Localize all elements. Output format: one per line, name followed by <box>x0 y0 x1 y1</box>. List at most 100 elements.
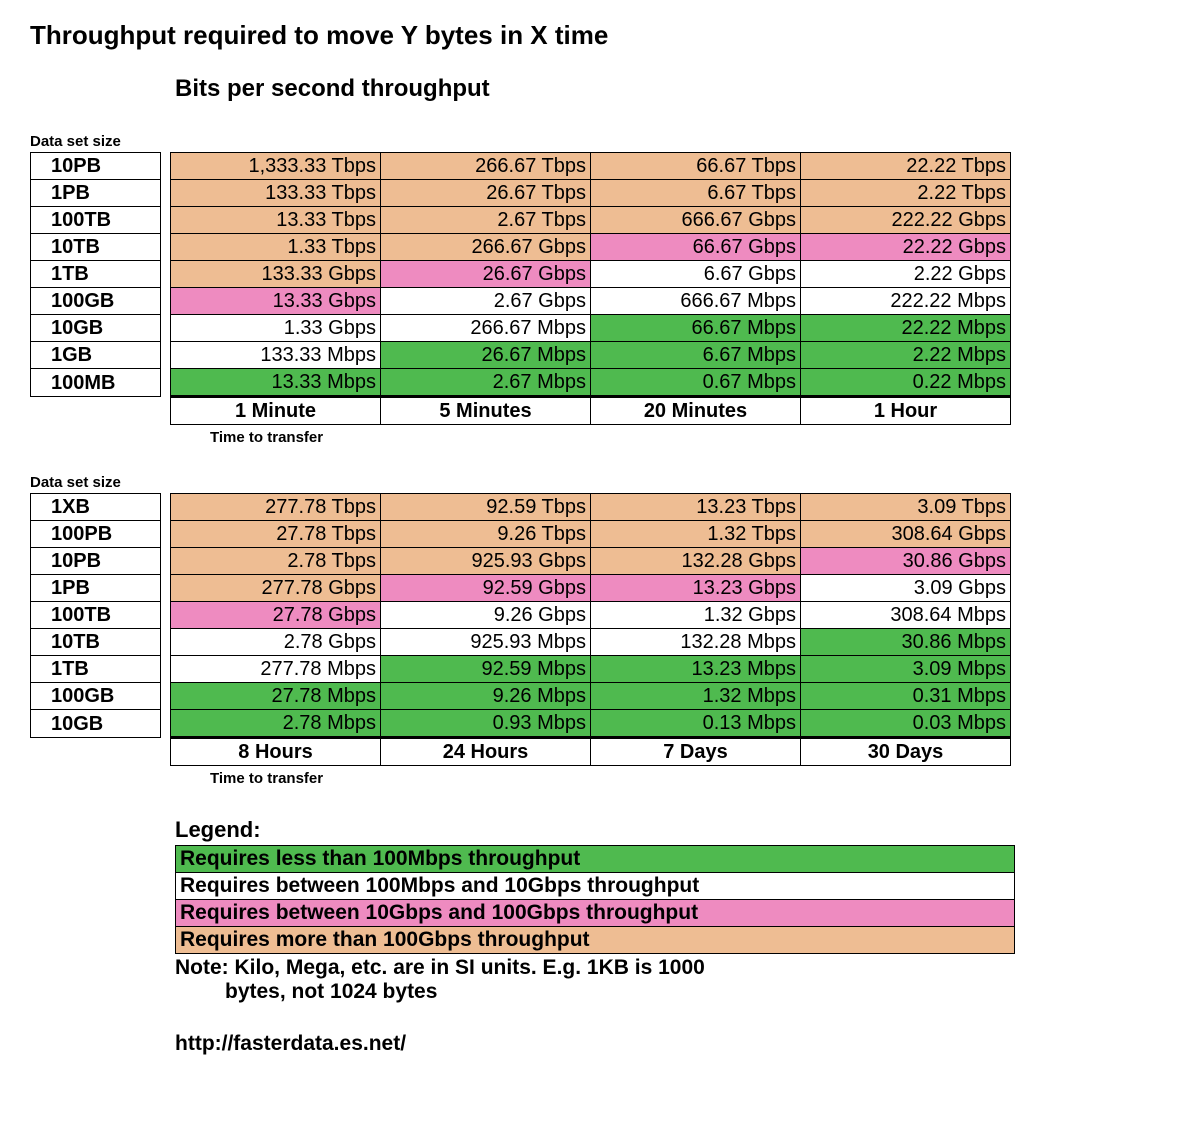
value-cell: 26.67 Gbps <box>381 261 591 288</box>
value-cell: 2.22 Gbps <box>801 261 1011 288</box>
value-cell: 66.67 Tbps <box>591 153 801 180</box>
row-header: 1PB <box>31 575 161 602</box>
row-header: 1TB <box>31 261 161 288</box>
value-cell: 2.67 Mbps <box>381 369 591 397</box>
value-cell: 1.32 Tbps <box>591 521 801 548</box>
note-line1: Note: Kilo, Mega, etc. are in SI units. … <box>175 956 705 979</box>
time-row: 1 Minute5 Minutes20 Minutes1 Hour <box>31 397 1011 425</box>
table-row: 100TB13.33 Tbps2.67 Tbps666.67 Gbps222.2… <box>31 207 1011 234</box>
value-cell: 266.67 Tbps <box>381 153 591 180</box>
table-row: 10GB2.78 Mbps0.93 Mbps0.13 Mbps0.03 Mbps <box>31 710 1011 738</box>
value-cell: 2.78 Mbps <box>171 710 381 738</box>
value-cell: 9.26 Mbps <box>381 683 591 710</box>
table-row: 100GB13.33 Gbps2.67 Gbps666.67 Mbps222.2… <box>31 288 1011 315</box>
table-row: 10GB1.33 Gbps266.67 Mbps66.67 Mbps22.22 … <box>31 315 1011 342</box>
value-cell: 13.23 Tbps <box>591 494 801 521</box>
row-header: 10PB <box>31 153 161 180</box>
value-cell: 30.86 Gbps <box>801 548 1011 575</box>
value-cell: 22.22 Tbps <box>801 153 1011 180</box>
legend-block: Legend: Requires less than 100Mbps throu… <box>175 817 1158 1056</box>
value-cell: 133.33 Gbps <box>171 261 381 288</box>
time-cell: 1 Minute <box>171 397 381 425</box>
legend-title: Legend: <box>175 817 1158 843</box>
value-cell: 1.32 Mbps <box>591 683 801 710</box>
value-cell: 132.28 Gbps <box>591 548 801 575</box>
row-header: 10GB <box>31 710 161 738</box>
table2-caption: Time to transfer <box>210 770 1158 787</box>
value-cell: 66.67 Gbps <box>591 234 801 261</box>
table-row: 10PB 1,333.33 Tbps266.67 Tbps66.67 Tbps22… <box>31 153 1011 180</box>
value-cell: 6.67 Mbps <box>591 342 801 369</box>
table-row: 100PB27.78 Tbps9.26 Tbps1.32 Tbps308.64 … <box>31 521 1011 548</box>
value-cell: 1,333.33 Tbps <box>171 153 381 180</box>
table-row: 10TB1.33 Tbps266.67 Gbps66.67 Gbps22.22 … <box>31 234 1011 261</box>
row-header: 10PB <box>31 548 161 575</box>
time-cell: 24 Hours <box>381 738 591 766</box>
time-cell: 30 Days <box>801 738 1011 766</box>
value-cell: 13.23 Gbps <box>591 575 801 602</box>
value-cell: 26.67 Tbps <box>381 180 591 207</box>
row-header: 10GB <box>31 315 161 342</box>
row-header: 100MB <box>31 369 161 397</box>
value-cell: 266.67 Mbps <box>381 315 591 342</box>
table1-section-label: Data set size <box>30 133 1158 150</box>
value-cell: 92.59 Tbps <box>381 494 591 521</box>
table2-section-label: Data set size <box>30 474 1158 491</box>
value-cell: 0.13 Mbps <box>591 710 801 738</box>
value-cell: 92.59 Gbps <box>381 575 591 602</box>
time-row: 8 Hours24 Hours7 Days30 Days <box>31 738 1011 766</box>
value-cell: 13.33 Mbps <box>171 369 381 397</box>
value-cell: 66.67 Mbps <box>591 315 801 342</box>
time-cell: 7 Days <box>591 738 801 766</box>
value-cell: 27.78 Mbps <box>171 683 381 710</box>
value-cell: 133.33 Tbps <box>171 180 381 207</box>
value-cell: 666.67 Mbps <box>591 288 801 315</box>
value-cell: 3.09 Mbps <box>801 656 1011 683</box>
value-cell: 3.09 Gbps <box>801 575 1011 602</box>
time-cell: 5 Minutes <box>381 397 591 425</box>
value-cell: 925.93 Mbps <box>381 629 591 656</box>
value-cell: 2.78 Gbps <box>171 629 381 656</box>
table-row: 1TB133.33 Gbps26.67 Gbps6.67 Gbps2.22 Gb… <box>31 261 1011 288</box>
throughput-table-2: 1XB 277.78 Tbps92.59 Tbps13.23 Tbps3.09 T… <box>30 493 1011 766</box>
note-line2: bytes, not 1024 bytes <box>175 980 775 1004</box>
row-header: 10TB <box>31 629 161 656</box>
value-cell: 133.33 Mbps <box>171 342 381 369</box>
value-cell: 277.78 Tbps <box>171 494 381 521</box>
legend-item: Requires between 10Gbps and 100Gbps thro… <box>176 900 1015 927</box>
value-cell: 308.64 Mbps <box>801 602 1011 629</box>
row-header: 100TB <box>31 207 161 234</box>
legend-item: Requires less than 100Mbps throughput <box>176 846 1015 873</box>
legend-item: Requires more than 100Gbps throughput <box>176 927 1015 954</box>
value-cell: 0.93 Mbps <box>381 710 591 738</box>
value-cell: 92.59 Mbps <box>381 656 591 683</box>
value-cell: 9.26 Gbps <box>381 602 591 629</box>
value-cell: 13.33 Tbps <box>171 207 381 234</box>
table-row: 1XB 277.78 Tbps92.59 Tbps13.23 Tbps3.09 T… <box>31 494 1011 521</box>
legend-table: Requires less than 100Mbps throughput Req… <box>175 845 1015 954</box>
value-cell: 2.22 Mbps <box>801 342 1011 369</box>
value-cell: 2.67 Tbps <box>381 207 591 234</box>
time-cell: 8 Hours <box>171 738 381 766</box>
table1-caption: Time to transfer <box>210 429 1158 446</box>
value-cell: 13.33 Gbps <box>171 288 381 315</box>
row-header: 1XB <box>31 494 161 521</box>
table-row: 1GB133.33 Mbps26.67 Mbps6.67 Mbps2.22 Mb… <box>31 342 1011 369</box>
throughput-table-1: 10PB1,333.33 Tbps266.67 Tbps66.67 Tbps22… <box>30 152 1011 425</box>
row-header: 1TB <box>31 656 161 683</box>
source-url: http://fasterdata.es.net/ <box>175 1032 1158 1056</box>
value-cell: 3.09 Tbps <box>801 494 1011 521</box>
table-row: 100GB27.78 Mbps9.26 Mbps1.32 Mbps0.31 Mb… <box>31 683 1011 710</box>
subtitle: Bits per second throughput <box>175 75 1158 103</box>
time-cell: 20 Minutes <box>591 397 801 425</box>
value-cell: 1.32 Gbps <box>591 602 801 629</box>
row-header: 1GB <box>31 342 161 369</box>
value-cell: 0.22 Mbps <box>801 369 1011 397</box>
legend-note: Note: Kilo, Mega, etc. are in SI units. … <box>175 956 775 1004</box>
value-cell: 666.67 Gbps <box>591 207 801 234</box>
table-row: 100TB27.78 Gbps9.26 Gbps1.32 Gbps308.64 … <box>31 602 1011 629</box>
row-header: 100PB <box>31 521 161 548</box>
value-cell: 22.22 Mbps <box>801 315 1011 342</box>
value-cell: 132.28 Mbps <box>591 629 801 656</box>
value-cell: 27.78 Tbps <box>171 521 381 548</box>
